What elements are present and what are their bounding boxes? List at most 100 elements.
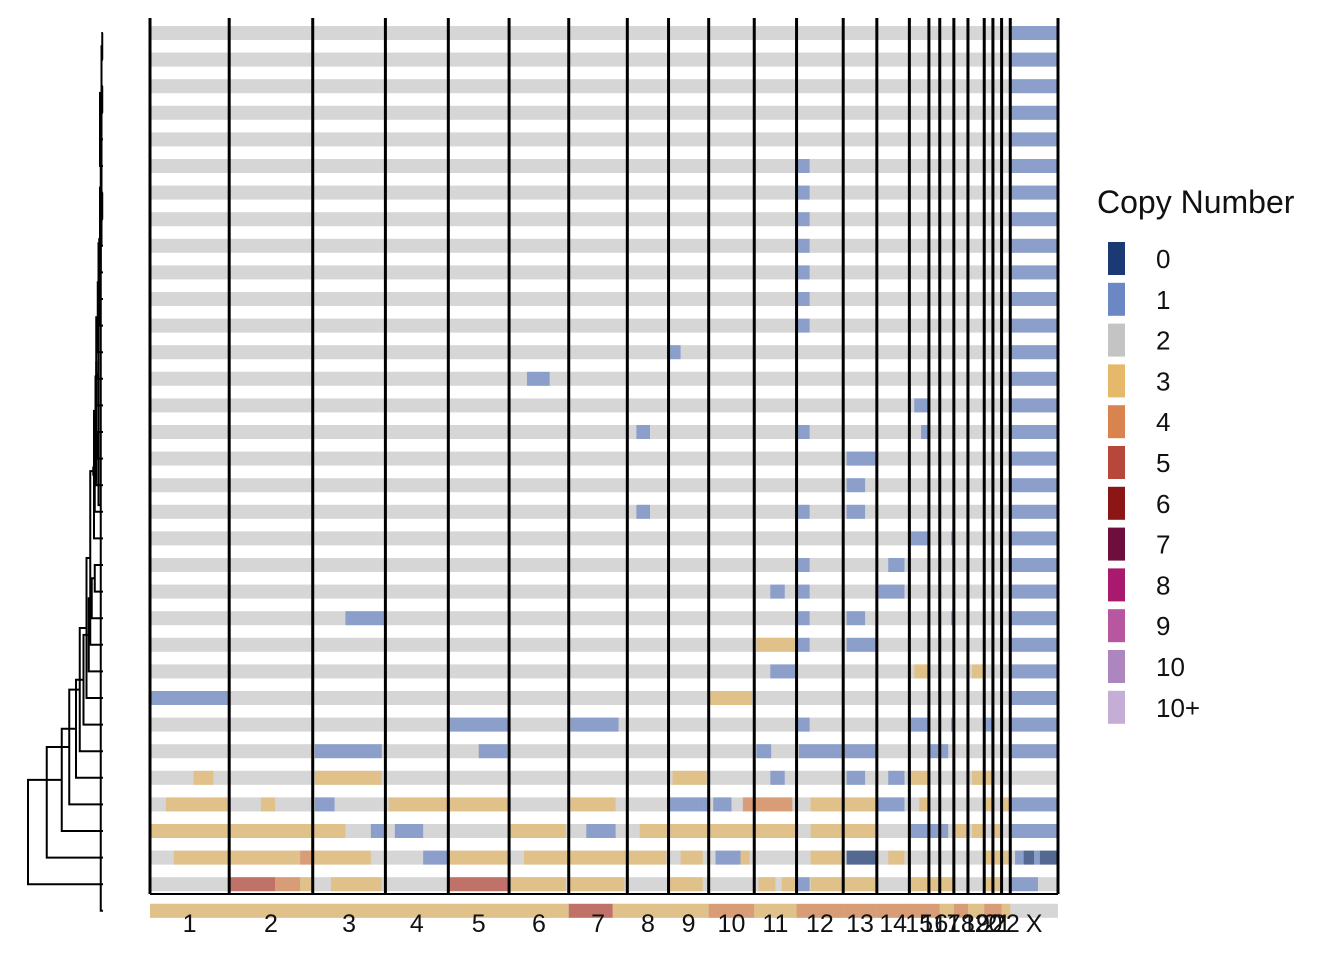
cn-segment (1001, 850, 1011, 865)
cn-segment (843, 877, 876, 892)
cn-segment (150, 824, 230, 838)
cn-segment (770, 664, 797, 679)
cn-segment (568, 877, 625, 892)
dendrogram-branch (45, 745, 103, 859)
cn-segment (1010, 159, 1058, 173)
cn-segment (314, 797, 335, 812)
chromosome-tick-label: 21 (983, 910, 1011, 938)
cell-row (150, 105, 1058, 120)
dendrogram-branch (93, 564, 103, 593)
cn-segment (984, 770, 993, 785)
cn-segment (1010, 398, 1058, 413)
cn-segment (796, 425, 810, 439)
cn-segment (1010, 26, 1058, 40)
cn-segment (388, 797, 448, 812)
cn-segment (846, 478, 866, 493)
legend-label: 8 (1156, 570, 1170, 600)
chromosome-tick-label: 18 (947, 910, 975, 938)
cn-segment (448, 850, 510, 865)
cn-segment (1010, 52, 1058, 67)
chromosome-tick-label: 15 (905, 910, 933, 938)
cn-segment (939, 744, 949, 759)
baseline-segment (150, 584, 1058, 599)
cn-segment (708, 691, 752, 705)
cn-segment (668, 824, 709, 838)
legend-label: 7 (1156, 530, 1170, 560)
cn-segment (330, 877, 382, 892)
cn-segment (914, 398, 929, 413)
chromosome-separators (148, 18, 1060, 894)
cn-segment (1001, 903, 1011, 918)
cell-row (150, 637, 1058, 652)
cn-segment (846, 451, 877, 466)
cn-segment (448, 717, 510, 732)
cn-segment (1010, 79, 1058, 94)
cn-segment (796, 903, 844, 918)
cell-row (150, 691, 1058, 705)
baseline-segment (150, 504, 1058, 519)
legend-swatch (1108, 364, 1125, 398)
chromosome-tick-label: 7 (591, 910, 605, 938)
cell-row (150, 903, 1058, 918)
cn-segment (929, 824, 940, 838)
legend-swatch (1108, 486, 1125, 520)
cn-segment (229, 850, 301, 865)
cell-row (150, 850, 1058, 865)
cn-segment (568, 850, 628, 865)
baseline-segment (150, 637, 1058, 652)
baseline-segment (150, 425, 1058, 439)
cell-row (150, 212, 1058, 227)
cell-row (150, 504, 1058, 519)
cn-segment (843, 744, 877, 759)
cell-row (150, 531, 1058, 546)
cn-segment (939, 824, 949, 838)
cn-segment (394, 824, 424, 838)
cn-segment (756, 637, 797, 652)
cell-row (150, 398, 1058, 413)
cn-segment (928, 877, 940, 892)
cell-row (150, 611, 1058, 626)
cn-segment (668, 797, 699, 812)
baseline-segment (150, 79, 1058, 94)
legend-swatch (1108, 446, 1125, 479)
cn-segment (478, 744, 508, 759)
cn-segment (754, 903, 797, 918)
legend-label: 4 (1156, 407, 1170, 437)
cn-segment (627, 903, 669, 918)
cn-segment (300, 850, 313, 865)
cn-segment (570, 797, 616, 812)
cn-segment (668, 877, 703, 892)
cn-segment (509, 903, 569, 918)
cn-segment (1010, 132, 1058, 147)
cn-segment (919, 797, 929, 812)
cn-segment (345, 611, 386, 626)
cell-row (150, 79, 1058, 94)
cn-segment (229, 824, 313, 838)
cn-segment (1039, 850, 1058, 865)
cn-segment (939, 903, 954, 918)
legend-label: 10 (1156, 652, 1185, 682)
cn-segment (385, 903, 449, 918)
cn-segment (888, 558, 905, 572)
cn-segment (796, 611, 810, 626)
cn-segment (1010, 292, 1058, 306)
cn-segment (1010, 824, 1058, 838)
chromosome-tick-label: 6 (532, 910, 546, 938)
cn-segment (1010, 797, 1058, 812)
cn-segment (972, 664, 985, 679)
legend-label: 5 (1156, 448, 1170, 478)
cn-segment (796, 584, 810, 599)
cn-segment (984, 717, 993, 732)
cn-segment (312, 903, 386, 918)
cell-dendrogram (27, 32, 104, 912)
cn-segment (1010, 345, 1058, 360)
legend-swatch (1108, 609, 1125, 643)
baseline-segment (150, 185, 1058, 200)
legend-swatch (1108, 690, 1125, 724)
cn-segment (1010, 425, 1058, 439)
cell-row (150, 717, 1058, 732)
cell-row (150, 744, 1058, 759)
cn-segment (1010, 238, 1058, 253)
chromosome-tick-label: 16 (920, 910, 948, 938)
legend-label: 3 (1156, 366, 1170, 396)
